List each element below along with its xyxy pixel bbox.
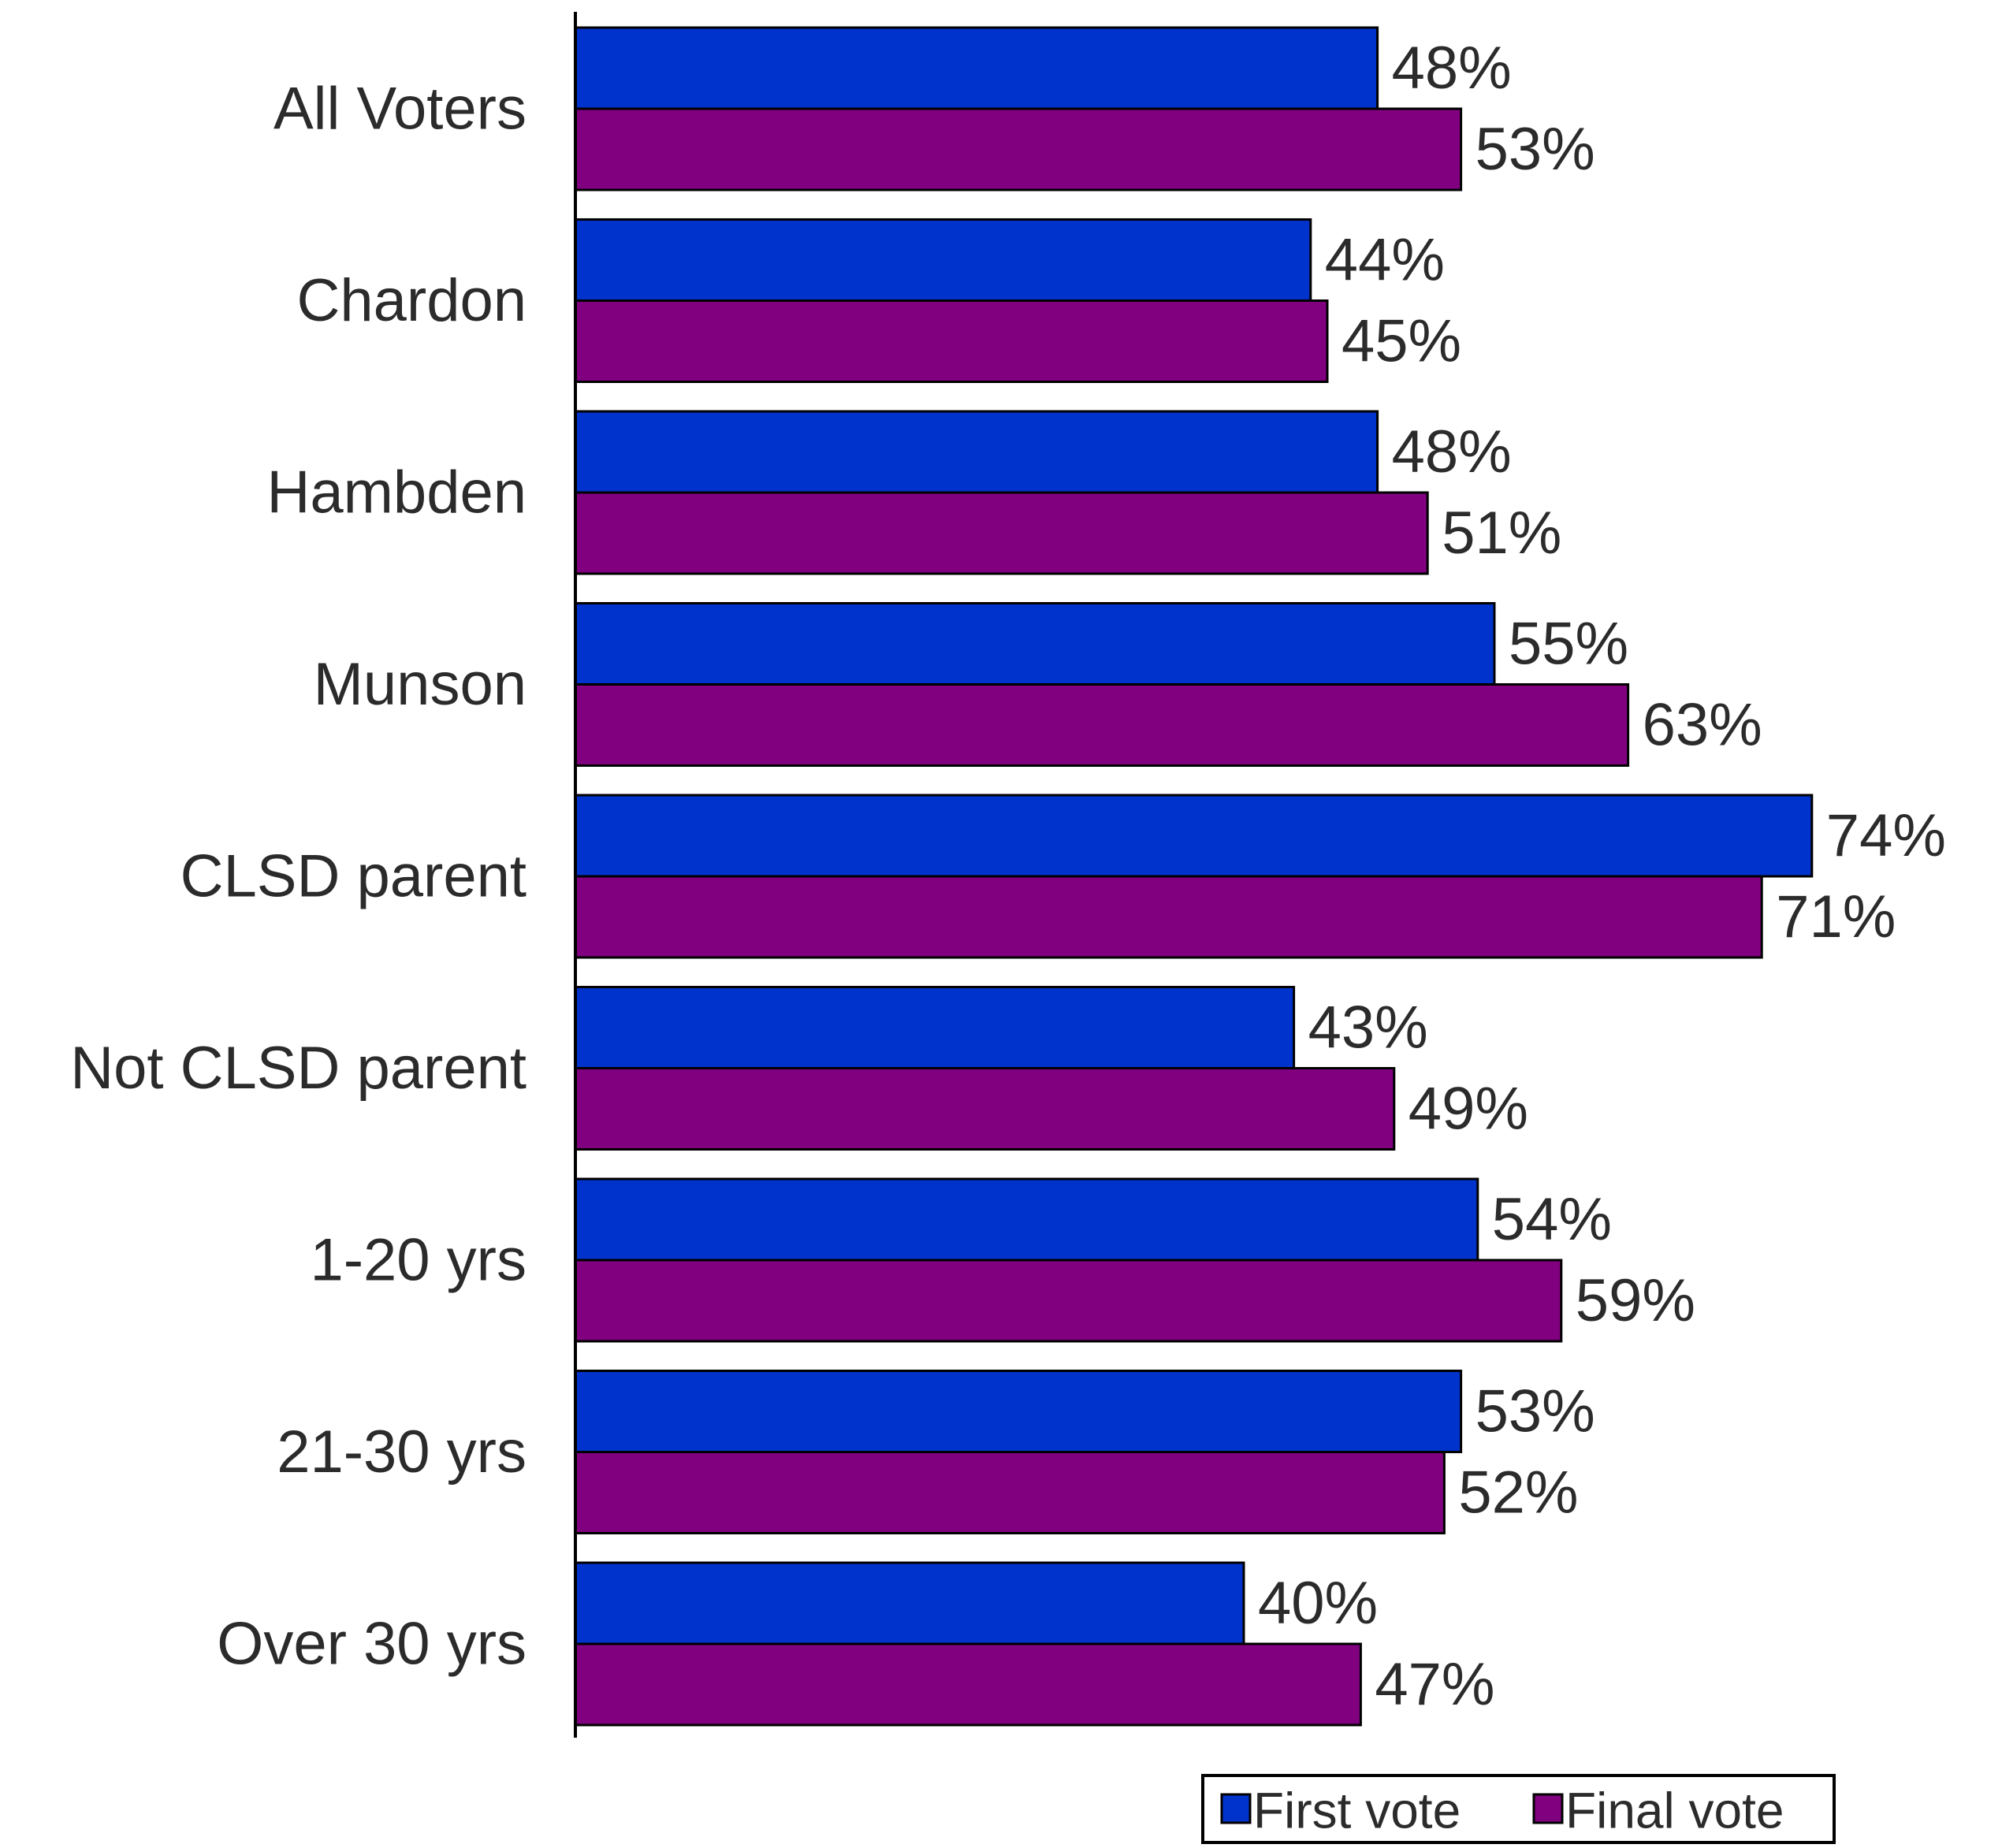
value-label-1-20-yrs-final-vote: 59% xyxy=(1576,1267,1695,1334)
value-label-over-30-yrs-first-vote: 40% xyxy=(1258,1570,1378,1637)
bar-21-30-yrs-first-vote xyxy=(574,1370,1463,1453)
value-label-munson-first-vote: 55% xyxy=(1509,611,1628,678)
bar-21-30-yrs-final-vote xyxy=(574,1451,1446,1534)
legend-label-first-vote: First vote xyxy=(1253,1783,1461,1839)
category-label-not-clsd-parent: Not CLSD parent xyxy=(70,1035,527,1102)
value-label-over-30-yrs-final-vote: 47% xyxy=(1375,1651,1494,1718)
bars-layer xyxy=(574,26,1814,1727)
category-label-chardon: Chardon xyxy=(296,267,527,334)
value-label-21-30-yrs-final-vote: 52% xyxy=(1458,1459,1578,1526)
bar-all-voters-final-vote xyxy=(574,107,1463,191)
legend-label-final-vote: Final vote xyxy=(1565,1783,1784,1839)
value-label-not-clsd-parent-final-vote: 49% xyxy=(1408,1076,1528,1143)
bar-1-20-yrs-first-vote xyxy=(574,1177,1479,1262)
value-label-chardon-final-vote: 45% xyxy=(1341,308,1461,375)
bar-all-voters-first-vote xyxy=(574,26,1379,110)
value-label-chardon-first-vote: 44% xyxy=(1325,227,1445,294)
bar-clsd-parent-first-vote xyxy=(574,794,1814,878)
legend-swatch-final-vote xyxy=(1532,1793,1564,1824)
value-label-hambden-final-vote: 51% xyxy=(1442,500,1561,567)
legend-swatch-first-vote xyxy=(1220,1793,1252,1824)
labels-layer: All Voters 48% 53% Chardon 44% 45% Hambden 48% 5… xyxy=(70,35,1946,1718)
category-label-hambden: Hambden xyxy=(266,459,527,526)
category-label-21-30-yrs: 21-30 yrs xyxy=(277,1419,527,1485)
value-label-21-30-yrs-first-vote: 53% xyxy=(1475,1378,1595,1445)
value-label-munson-final-vote: 63% xyxy=(1643,692,1762,759)
bar-munson-final-vote xyxy=(574,683,1630,767)
bar-over-30-yrs-final-vote xyxy=(574,1642,1362,1727)
value-label-clsd-parent-first-vote: 74% xyxy=(1826,802,1946,869)
category-label-over-30-yrs: Over 30 yrs xyxy=(217,1611,527,1678)
legend-box xyxy=(1201,1774,1836,1844)
bar-clsd-parent-final-vote xyxy=(574,875,1763,959)
bar-not-clsd-parent-first-vote xyxy=(574,986,1296,1069)
bar-over-30-yrs-first-vote xyxy=(574,1561,1245,1645)
bar-hambden-first-vote xyxy=(574,410,1379,494)
value-label-all-voters-first-vote: 48% xyxy=(1392,35,1512,102)
bar-chardon-final-vote xyxy=(574,299,1329,383)
value-label-hambden-first-vote: 48% xyxy=(1392,418,1512,485)
bar-hambden-final-vote xyxy=(574,491,1429,575)
legend: First vote Final vote xyxy=(1201,1774,1836,1844)
category-label-munson: Munson xyxy=(314,651,527,718)
value-label-not-clsd-parent-first-vote: 43% xyxy=(1308,995,1428,1062)
bar-1-20-yrs-final-vote xyxy=(574,1259,1563,1343)
category-label-clsd-parent: CLSD parent xyxy=(180,843,527,910)
value-label-clsd-parent-final-vote: 71% xyxy=(1776,883,1896,950)
bar-not-clsd-parent-final-vote xyxy=(574,1067,1396,1151)
category-label-1-20-yrs: 1-20 yrs xyxy=(310,1227,527,1294)
value-label-1-20-yrs-first-vote: 54% xyxy=(1492,1186,1612,1253)
category-label-all-voters: All Voters xyxy=(274,76,527,143)
bar-munson-first-vote xyxy=(574,602,1496,686)
bar-chardon-first-vote xyxy=(574,218,1312,302)
value-label-all-voters-final-vote: 53% xyxy=(1475,116,1595,183)
